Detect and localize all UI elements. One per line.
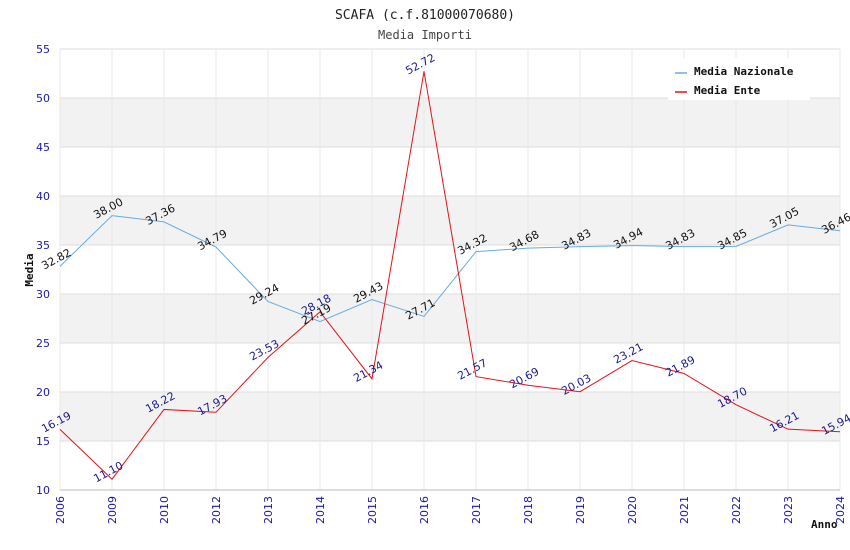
x-tick-label: 2015 bbox=[366, 496, 379, 524]
y-axis-title: Media bbox=[23, 253, 36, 286]
x-tick-label: 2009 bbox=[106, 496, 119, 524]
x-tick-label: 2018 bbox=[522, 496, 535, 524]
chart-subtitle: Media Importi bbox=[378, 28, 472, 42]
x-tick-label: 2017 bbox=[470, 496, 483, 524]
y-tick-label: 10 bbox=[36, 484, 50, 497]
y-axis-ticks: 10 15 20 25 30 35 40 45 50 55 bbox=[36, 43, 50, 497]
y-tick-label: 25 bbox=[36, 337, 50, 350]
x-tick-label: 2010 bbox=[158, 496, 171, 524]
y-tick-label: 15 bbox=[36, 435, 50, 448]
x-tick-label: 2021 bbox=[678, 496, 691, 524]
grid-band bbox=[60, 98, 840, 147]
grid-band bbox=[60, 294, 840, 343]
y-tick-label: 35 bbox=[36, 239, 50, 252]
y-tick-label: 45 bbox=[36, 141, 50, 154]
grid-band bbox=[60, 245, 840, 294]
x-tick-label: 2012 bbox=[210, 496, 223, 524]
y-tick-label: 50 bbox=[36, 92, 50, 105]
x-tick-label: 2020 bbox=[626, 496, 639, 524]
x-tick-label: 2016 bbox=[418, 496, 431, 524]
grid-band bbox=[60, 392, 840, 441]
legend: Media Nazionale Media Ente bbox=[668, 58, 810, 100]
grid-band bbox=[60, 441, 840, 490]
x-axis-title: Anno bbox=[811, 518, 838, 531]
series-line-media-nazionale bbox=[59, 215, 841, 323]
x-tick-label: 2022 bbox=[730, 496, 743, 524]
x-tick-label: 2014 bbox=[314, 496, 327, 524]
legend-label-media-ente: Media Ente bbox=[694, 84, 761, 97]
x-tick-label: 2024 bbox=[834, 496, 847, 524]
y-tick-label: 30 bbox=[36, 288, 50, 301]
series-line-media-ente bbox=[59, 71, 841, 480]
y-tick-label: 55 bbox=[36, 43, 50, 56]
x-tick-label: 2013 bbox=[262, 496, 275, 524]
y-tick-label: 40 bbox=[36, 190, 50, 203]
grid-lines bbox=[59, 48, 841, 491]
series-lines bbox=[59, 71, 841, 480]
x-tick-label: 2019 bbox=[574, 496, 587, 524]
grid-band bbox=[60, 147, 840, 196]
grid-bands bbox=[60, 49, 840, 490]
chart-title: SCAFA (c.f.81000070680) bbox=[335, 8, 515, 23]
x-tick-label: 2006 bbox=[54, 496, 67, 524]
grid-band bbox=[60, 196, 840, 245]
x-axis-ticks: 2006 2009 2010 2012 2013 2014 2015 2016 2017 2018… bbox=[54, 496, 847, 524]
grid-band bbox=[60, 343, 840, 392]
x-tick-label: 2023 bbox=[782, 496, 795, 524]
y-tick-label: 20 bbox=[36, 386, 50, 399]
legend-box bbox=[668, 58, 810, 100]
legend-label-media-nazionale: Media Nazionale bbox=[694, 65, 794, 78]
